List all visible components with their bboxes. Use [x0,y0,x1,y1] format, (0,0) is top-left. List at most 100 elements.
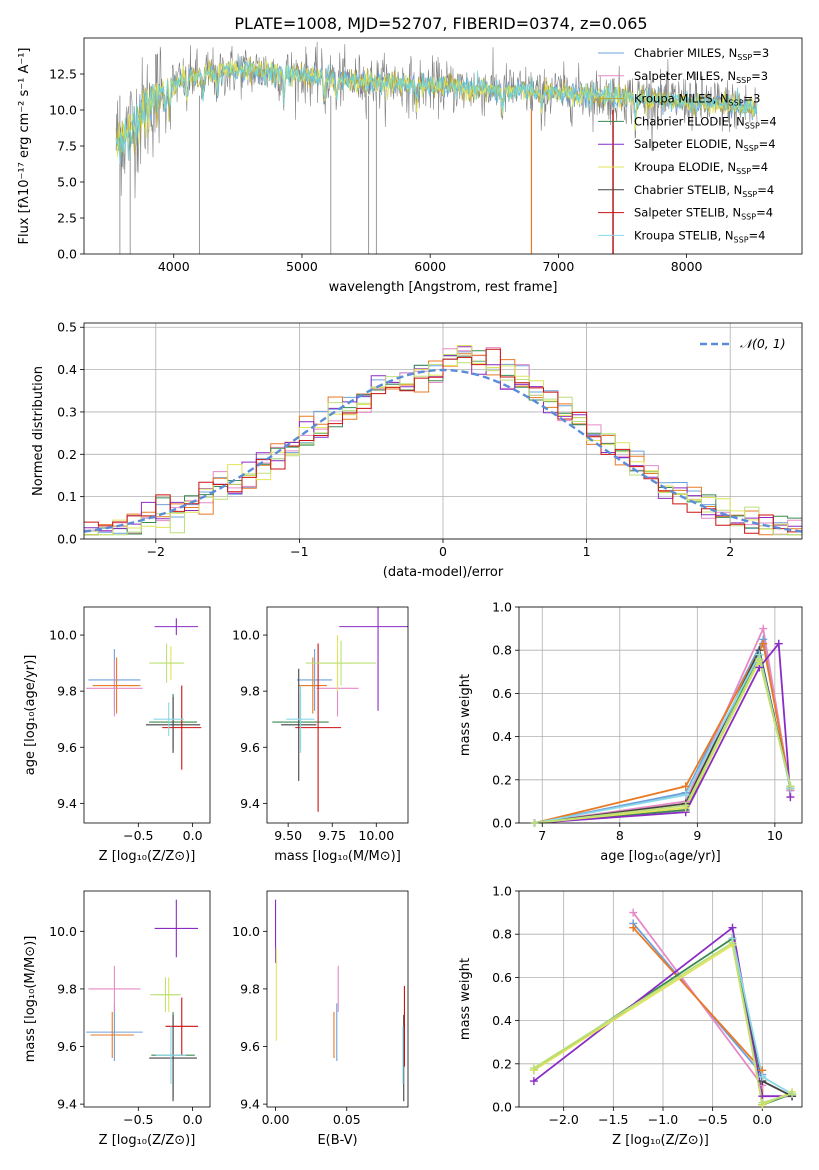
legend-label-text: Kroupa ELODIE, N [634,160,736,174]
y-tick-label: 0.0 [492,1100,512,1115]
y-tick-label: 2.5 [57,211,77,226]
y-tick-label: 0.4 [492,1013,512,1028]
x-axis-label: (data-model)/error [383,565,504,580]
chart-age_vs_Z: −0.5 0.0 9.4 9.6 9.8 10.0 Z [log₁₀(Z/Z⊙)] age [… [23,606,211,864]
legend-label-suffix: =3 [744,92,761,106]
x-tick-label: 0.0 [752,1112,772,1127]
y-tick-label: 9.4 [240,1097,260,1112]
legend-label: Kroupa STELIB, NSSP=4 [634,228,765,244]
y-axis-label: mass [log₁₀(M/M⊙)] [23,936,38,1063]
y-tick-label: 0.2 [492,1056,512,1071]
series-marker [786,793,795,802]
series-marker [774,639,783,648]
x-axis-label: E(B-V) [317,1133,357,1148]
plot-area [86,618,202,770]
x-tick-label: 10 [767,828,783,843]
y-tick-label: 0.8 [492,927,512,942]
legend-label-suffix: =4 [759,137,776,151]
y-tick-label: 1.0 [492,884,512,899]
series-marker [759,624,768,633]
legend-label: Kroupa MILES, NSSP=3 [634,92,760,108]
y-tick-label: 10.0 [49,628,77,643]
series-line [533,941,793,1104]
x-tick-label: 1 [583,544,591,559]
gaussian-reference-line [84,368,802,533]
y-tick-label: 9.6 [57,1039,77,1054]
gaussian-legend-label: 𝒩(0, 1) [740,336,786,351]
x-tick-label: −2 [147,544,165,559]
series-marker [758,1072,767,1081]
legend-label-sub: SSP [741,213,756,222]
y-tick-label: 10.0 [232,924,260,939]
legend-label-sub: SSP [736,167,751,176]
chart-spectrum: 4000 5000 6000 7000 8000 0.0 2.5 5.0 7.5 10.0 12.5… [17,37,803,295]
axes-frame [518,606,803,824]
legend-label-sub: SSP [744,144,759,153]
y-tick-label: 0.2 [492,772,512,787]
legend-label-sub: SSP [737,53,752,62]
x-tick-label: −1.5 [598,1112,628,1127]
x-tick-label: −0.5 [123,828,153,843]
y-tick-label: 10.0 [49,103,77,118]
y-tick-label: 7.5 [57,139,77,154]
axes-frame [518,890,803,1108]
x-axis-label: age [log₁₀(age/yr)] [600,849,721,864]
chart-mass_vs_Z: −0.5 0.0 9.4 9.6 9.8 10.0 Z [log₁₀(Z/Z⊙)] mass … [23,890,211,1148]
series-marker [728,938,737,947]
legend-label-sub: SSP [736,76,751,85]
x-tick-label: −1 [290,544,308,559]
x-tick-label: −1.0 [648,1112,678,1127]
series-line [534,625,792,823]
x-tick-label: −0.5 [123,1112,153,1127]
y-tick-label: 0.6 [492,686,512,701]
x-tick-label: −2.0 [549,1112,579,1127]
x-axis-label: wavelength [Angstrom, rest frame] [329,280,558,295]
plot-area [84,345,802,536]
y-axis-label: Normed distribution [31,366,46,496]
y-tick-label: 9.8 [240,981,260,996]
legend-label: Salpeter STELIB, NSSP=4 [634,206,773,222]
legend-label-suffix: =4 [757,183,774,197]
series-line [632,922,764,1105]
x-tick-label: 5000 [286,259,318,274]
x-axis-label: Z [log₁₀(Z/Z⊙)] [99,849,196,864]
y-tick-label: 10.0 [49,924,77,939]
residual-histogram [84,348,802,534]
chart-mass_vs_ebv: 0.00 0.05 9.4 9.6 9.8 10.0 E(B-V) [232,890,409,1148]
legend-label-suffix: =4 [751,160,768,174]
model-spectrum-line [115,56,758,164]
legend-label-sub: SSP [745,121,760,130]
x-tick-label: 7000 [542,259,574,274]
x-tick-label: 10.00 [358,828,394,843]
series-marker [629,923,638,932]
x-axis-label: Z [log₁₀(Z/Z⊙)] [612,1133,709,1148]
x-tick-label: 2 [726,544,734,559]
legend-label-text: Kroupa MILES, N [634,92,729,106]
axes-frame [266,890,409,1108]
legend-label-sub: SSP [729,99,744,108]
series-marker [629,908,638,917]
plot-area [272,607,408,812]
y-tick-label: 1.0 [492,600,512,615]
legend-label-text: Chabrier MILES, N [634,46,737,60]
axes-frame [83,890,211,1108]
x-axis-label: Z [log₁₀(Z/Z⊙)] [99,1133,196,1148]
legend-label-text: Chabrier ELODIE, N [634,114,745,128]
plot-area [86,899,199,1102]
y-tick-label: 12.5 [49,67,77,82]
axes-frame [266,606,409,824]
series-marker [529,1064,538,1073]
series-marker [755,654,764,663]
legend-label: Kroupa ELODIE, NSSP=4 [634,160,768,176]
legend-label-text: Chabrier STELIB, N [634,183,742,197]
y-tick-label: 9.4 [57,1097,77,1112]
x-tick-label: 9.75 [318,828,346,843]
legend-label: Salpeter MILES, NSSP=3 [634,69,768,85]
x-tick-label: 0.05 [333,1112,361,1127]
y-tick-label: 0.5 [57,320,77,335]
y-tick-label: 5.0 [57,175,77,190]
legend-label: Chabrier MILES, NSSP=3 [634,46,769,62]
x-tick-label: 0.0 [183,828,203,843]
series-marker [758,1098,767,1107]
